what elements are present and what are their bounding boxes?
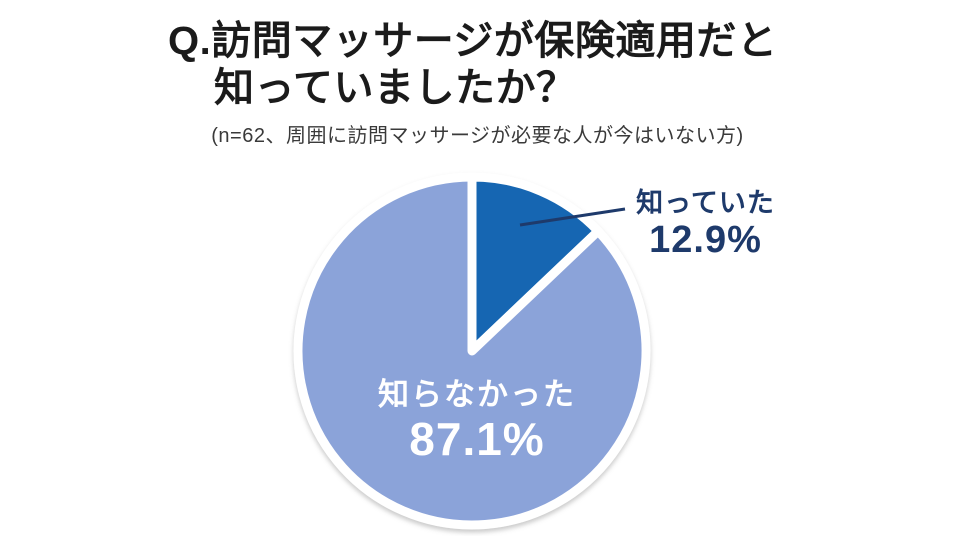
pie-label-didnt-know-text: 知らなかった <box>378 377 576 412</box>
pie-label-didnt-know-percent: 87.1% <box>409 413 545 465</box>
pie-label-knew: 知っていた 12.9% <box>608 187 803 261</box>
pie-slice-knew <box>467 172 603 356</box>
chart-subtitle: (n=62、周囲に訪問マッサージが必要な人が今はいない方) <box>211 125 744 147</box>
pie-label-knew-percent: 12.9% <box>649 219 762 261</box>
pie-slices-group <box>293 172 651 530</box>
chart-title-line-2: 知っていましたか？ <box>214 66 577 110</box>
leader-line-knew <box>519 207 626 227</box>
chart-title-line-1: Q.訪問マッサージが保険適用だと <box>168 19 778 63</box>
pie-label-didnt-know: 知らなかった 87.1% <box>378 376 576 465</box>
chart-title: Q.訪問マッサージが保険適用だと 知っていましたか？ <box>168 18 777 112</box>
pie-label-knew-text: 知っていた <box>636 188 775 218</box>
pie-slice-didnt-know <box>293 172 651 530</box>
